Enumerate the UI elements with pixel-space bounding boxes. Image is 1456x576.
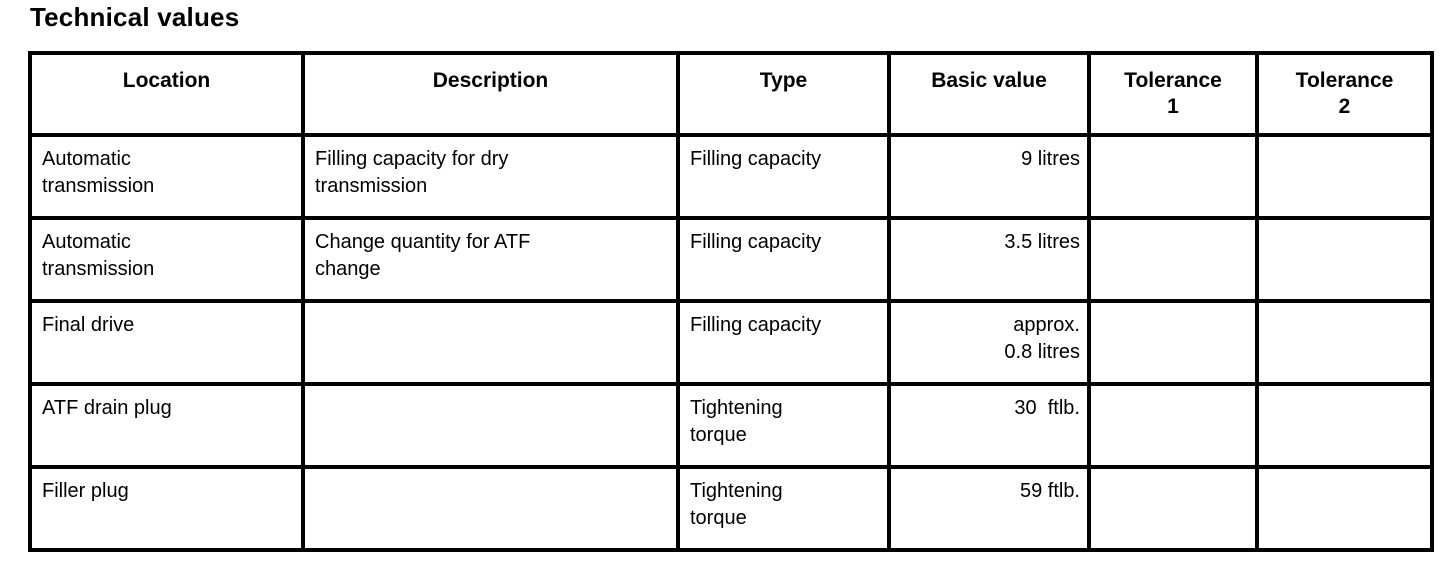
technical-values-table: Location Description Type Basic value To… — [28, 50, 1434, 552]
cell-type: Filling capacity — [676, 132, 891, 220]
cell-basic-value: 30 ftlb. — [887, 381, 1091, 469]
cell-tolerance-2 — [1255, 215, 1434, 303]
header-location: Location — [28, 50, 305, 137]
cell-type: Tightening torque — [676, 381, 891, 469]
cell-tolerance-1 — [1087, 132, 1259, 220]
header-basic-value: Basic value — [887, 50, 1091, 137]
cell-basic-value: approx. 0.8 litres — [887, 298, 1091, 386]
cell-tolerance-1 — [1087, 464, 1259, 552]
cell-type: Tightening torque — [676, 464, 891, 552]
cell-location: Automatic transmission — [28, 215, 305, 303]
cell-description: Filling capacity for dry transmission — [301, 132, 680, 220]
cell-description — [301, 464, 680, 552]
header-description: Description — [301, 50, 680, 137]
table-row: Automatic transmission Filling capacity … — [28, 132, 1434, 220]
cell-basic-value: 59 ftlb. — [887, 464, 1091, 552]
table-row: Final drive Filling capacity approx. 0.8… — [28, 298, 1434, 386]
cell-tolerance-2 — [1255, 381, 1434, 469]
table-row: ATF drain plug Tightening torque 30 ftlb… — [28, 381, 1434, 469]
cell-tolerance-2 — [1255, 298, 1434, 386]
cell-location: ATF drain plug — [28, 381, 305, 469]
header-row: Location Description Type Basic value To… — [28, 50, 1434, 137]
cell-location: Automatic transmission — [28, 132, 305, 220]
cell-description — [301, 381, 680, 469]
page: Technical values Location Description Ty… — [28, 2, 1434, 552]
cell-basic-value: 3.5 litres — [887, 215, 1091, 303]
header-type: Type — [676, 50, 891, 137]
cell-tolerance-2 — [1255, 132, 1434, 220]
page-title: Technical values — [30, 2, 240, 32]
cell-basic-value: 9 litres — [887, 132, 1091, 220]
cell-type: Filling capacity — [676, 298, 891, 386]
header-tolerance-2: Tolerance 2 — [1255, 50, 1434, 137]
cell-description — [301, 298, 680, 386]
table-header: Location Description Type Basic value To… — [28, 50, 1434, 137]
cell-tolerance-1 — [1087, 298, 1259, 386]
cell-tolerance-1 — [1087, 381, 1259, 469]
cell-type: Filling capacity — [676, 215, 891, 303]
cell-location: Filler plug — [28, 464, 305, 552]
cell-description: Change quantity for ATF change — [301, 215, 680, 303]
header-tolerance-1: Tolerance 1 — [1087, 50, 1259, 137]
cell-tolerance-1 — [1087, 215, 1259, 303]
table-body: Automatic transmission Filling capacity … — [28, 132, 1434, 552]
cell-location: Final drive — [28, 298, 305, 386]
table-row: Automatic transmission Change quantity f… — [28, 215, 1434, 303]
table-row: Filler plug Tightening torque 59 ftlb. — [28, 464, 1434, 552]
cell-tolerance-2 — [1255, 464, 1434, 552]
